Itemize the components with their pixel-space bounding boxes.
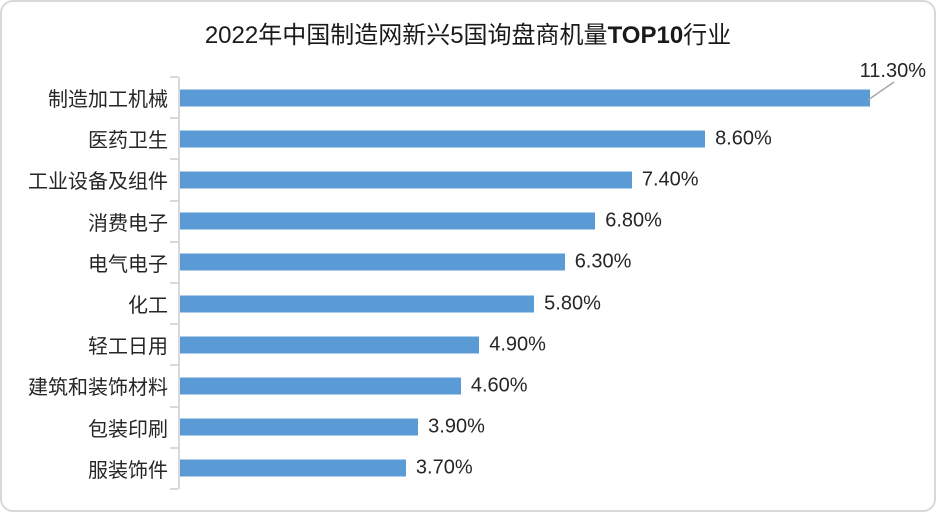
category-labels: 制造加工机械医药卫生工业设备及组件消费电子电气电子化工轻工日用建筑和装饰材料包装…	[2, 77, 168, 489]
axis-tick	[170, 282, 178, 284]
bar[interactable]	[180, 89, 870, 107]
axis-tick	[170, 323, 178, 326]
bar[interactable]	[180, 459, 406, 477]
value-label: 3.90%	[428, 415, 485, 438]
axis-tick	[170, 240, 178, 243]
category-label: 医药卫生	[88, 130, 168, 153]
axis-tick	[170, 405, 178, 408]
bar[interactable]	[180, 418, 419, 436]
bar[interactable]	[180, 377, 461, 395]
category-label: 服装饰件	[88, 459, 168, 482]
bar-row: 5.80%	[180, 283, 926, 324]
value-label: 3.70%	[415, 456, 473, 479]
bar[interactable]	[180, 295, 535, 313]
bar-row: 11.30%	[180, 60, 926, 118]
value-label: 4.90%	[489, 333, 546, 356]
category-label: 化工	[128, 295, 168, 318]
bar[interactable]	[180, 253, 565, 271]
value-label: 7.40%	[641, 168, 699, 191]
bar-row: 4.60%	[180, 365, 926, 406]
value-label: 8.60%	[715, 127, 772, 150]
bar-row: 3.70%	[180, 448, 926, 489]
bar-row: 8.60%	[180, 118, 926, 159]
value-label: 5.80%	[544, 292, 601, 315]
category-axis-line	[178, 77, 180, 489]
category-label: 电气电子	[88, 253, 168, 276]
axis-tick	[170, 446, 178, 449]
axis-tick	[170, 488, 178, 490]
bar[interactable]	[180, 130, 706, 148]
category-label: 消费电子	[88, 212, 168, 235]
bar-row: 7.40%	[180, 159, 926, 200]
category-label: 轻工日用	[88, 336, 168, 359]
axis-tick	[170, 117, 178, 120]
bar[interactable]	[180, 171, 632, 189]
plot-area: 11.30% 8.60% 7.40% 6.80% 6.30% 5.80% 4.9…	[170, 60, 926, 490]
bar-row: 6.30%	[180, 242, 926, 283]
bar[interactable]	[180, 212, 596, 230]
value-label: 6.30%	[574, 250, 632, 273]
bar-row: 6.80%	[180, 201, 926, 242]
category-label: 工业设备及组件	[28, 171, 168, 194]
chart-title-suffix: 行业	[683, 22, 732, 49]
axis-tick	[170, 364, 178, 367]
value-label: 6.80%	[605, 209, 662, 232]
bar-row: 4.90%	[180, 324, 926, 365]
value-label: 4.60%	[470, 374, 528, 397]
leader-line	[867, 81, 895, 101]
category-label: 建筑和装饰材料	[28, 377, 168, 400]
axis-tick	[170, 199, 178, 202]
axis-tick	[170, 158, 178, 161]
chart-title: 2022年中国制造网新兴5国询盘商机量TOP10行业	[2, 22, 934, 50]
chart-title-prefix: 2022年中国制造网新兴5国询盘商机量	[204, 22, 608, 49]
category-label: 包装印刷	[88, 418, 168, 441]
category-label: 制造加工机械	[48, 89, 168, 112]
chart-title-top10: TOP10	[607, 22, 684, 49]
value-label: 11.30%	[859, 60, 926, 82]
axis-tick	[170, 76, 178, 78]
bar-row: 3.90%	[180, 407, 926, 448]
bar[interactable]	[180, 336, 480, 354]
